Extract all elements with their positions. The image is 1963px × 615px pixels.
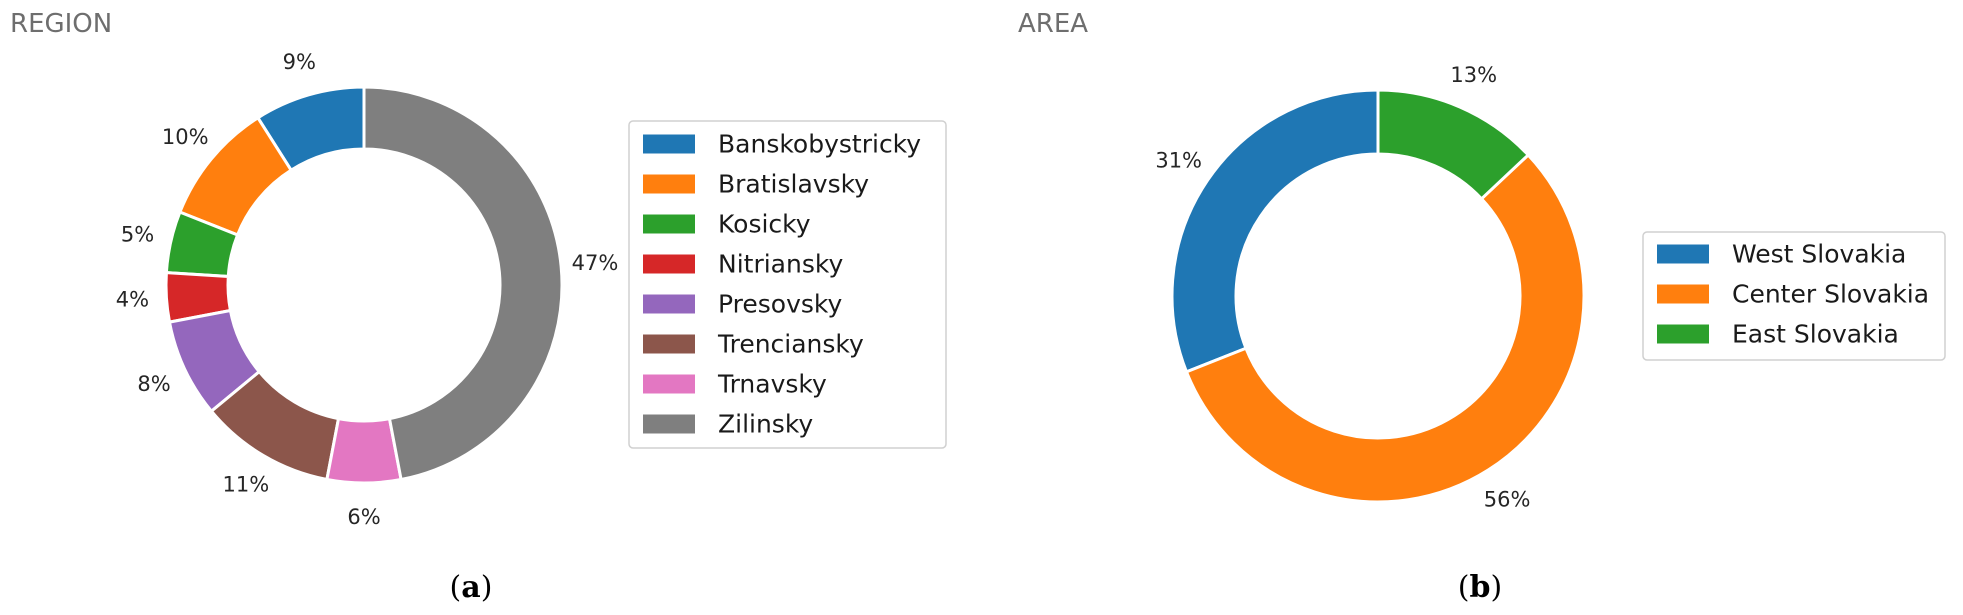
legend-label-bratislavsky: Bratislavsky bbox=[718, 170, 869, 199]
percent-label-presovsky: 8% bbox=[137, 372, 170, 396]
legend-swatch-west-slovakia bbox=[1657, 244, 1709, 264]
legend-label-kosicky: Kosicky bbox=[718, 210, 811, 239]
donut-chart-area bbox=[1170, 88, 1586, 504]
legend-label-west-slovakia: West Slovakia bbox=[1732, 240, 1906, 269]
percent-label-east-slovakia: 13% bbox=[1450, 63, 1497, 87]
percent-labels-region: 9% 10% 5% 4% 8% 11% 6% 47% bbox=[116, 50, 619, 529]
slice-center-slovakia bbox=[1184, 152, 1586, 504]
legend-swatch-bratislavsky bbox=[643, 174, 695, 194]
legend-swatch-presovsky bbox=[643, 294, 695, 314]
legend-entries-region: Banskobystricky Bratislavsky Kosicky Nitria… bbox=[643, 130, 921, 439]
legend-swatch-banskobystricky bbox=[643, 134, 695, 154]
legend-label-banskobystricky: Banskobystricky bbox=[718, 130, 921, 159]
caption-letter-b: b bbox=[1470, 570, 1491, 605]
percent-label-bratislavsky: 10% bbox=[162, 125, 209, 149]
legend-label-trnavsky: Trnavsky bbox=[717, 370, 827, 399]
slice-west-slovakia bbox=[1170, 88, 1380, 374]
legend-swatch-east-slovakia bbox=[1657, 324, 1709, 344]
percent-label-west-slovakia: 31% bbox=[1155, 149, 1202, 173]
legend-label-zilinsky: Zilinsky bbox=[718, 410, 813, 439]
legend-swatch-trenciansky bbox=[643, 334, 695, 354]
panel-region: REGION 9% 10% 5% 4% 8% 11% 6% 47% Banskobystric… bbox=[10, 9, 947, 605]
legend-swatch-trnavsky bbox=[643, 374, 695, 394]
panel-title-area: AREA bbox=[1018, 9, 1088, 39]
legend-swatch-nitriansky bbox=[643, 254, 695, 274]
legend-label-trenciansky: Trenciansky bbox=[717, 330, 864, 359]
caption-a: (a) bbox=[450, 570, 493, 605]
legend-label-center-slovakia: Center Slovakia bbox=[1732, 280, 1929, 309]
percent-label-banskobystricky: 9% bbox=[283, 50, 316, 74]
slice-zilinsky bbox=[362, 85, 564, 482]
caption-letter-a: a bbox=[461, 570, 480, 605]
panel-area: AREA 31% 56% 13% West Slovakia Center Slova… bbox=[1018, 9, 1946, 605]
percent-label-trnavsky: 6% bbox=[347, 505, 380, 529]
legend-frame-area bbox=[1642, 231, 1946, 361]
legend-entries-area: West Slovakia Center Slovakia East Slovaki… bbox=[1657, 240, 1929, 349]
legend-label-nitriansky: Nitriansky bbox=[718, 250, 843, 279]
legend-swatch-zilinsky bbox=[643, 414, 695, 434]
percent-label-zilinsky: 47% bbox=[572, 251, 619, 275]
donut-chart-region bbox=[164, 85, 564, 485]
caption-b: (b) bbox=[1458, 570, 1502, 605]
panel-title-region: REGION bbox=[10, 9, 112, 39]
legend-label-presovsky: Presovsky bbox=[718, 290, 842, 319]
legend-region: Banskobystricky Bratislavsky Kosicky Nitria… bbox=[628, 120, 947, 449]
percent-label-trenciansky: 11% bbox=[223, 473, 270, 497]
legend-label-east-slovakia: East Slovakia bbox=[1732, 320, 1899, 349]
legend-swatch-center-slovakia bbox=[1657, 284, 1709, 304]
percent-label-center-slovakia: 56% bbox=[1484, 487, 1531, 511]
percent-label-kosicky: 5% bbox=[121, 222, 154, 246]
slice-east-slovakia bbox=[1376, 88, 1531, 201]
percent-labels-area: 31% 56% 13% bbox=[1155, 63, 1530, 512]
legend-frame-region bbox=[628, 120, 947, 449]
percent-label-nitriansky: 4% bbox=[116, 288, 149, 312]
legend-area: West Slovakia Center Slovakia East Slovaki… bbox=[1642, 231, 1946, 361]
legend-swatch-kosicky bbox=[643, 214, 695, 234]
